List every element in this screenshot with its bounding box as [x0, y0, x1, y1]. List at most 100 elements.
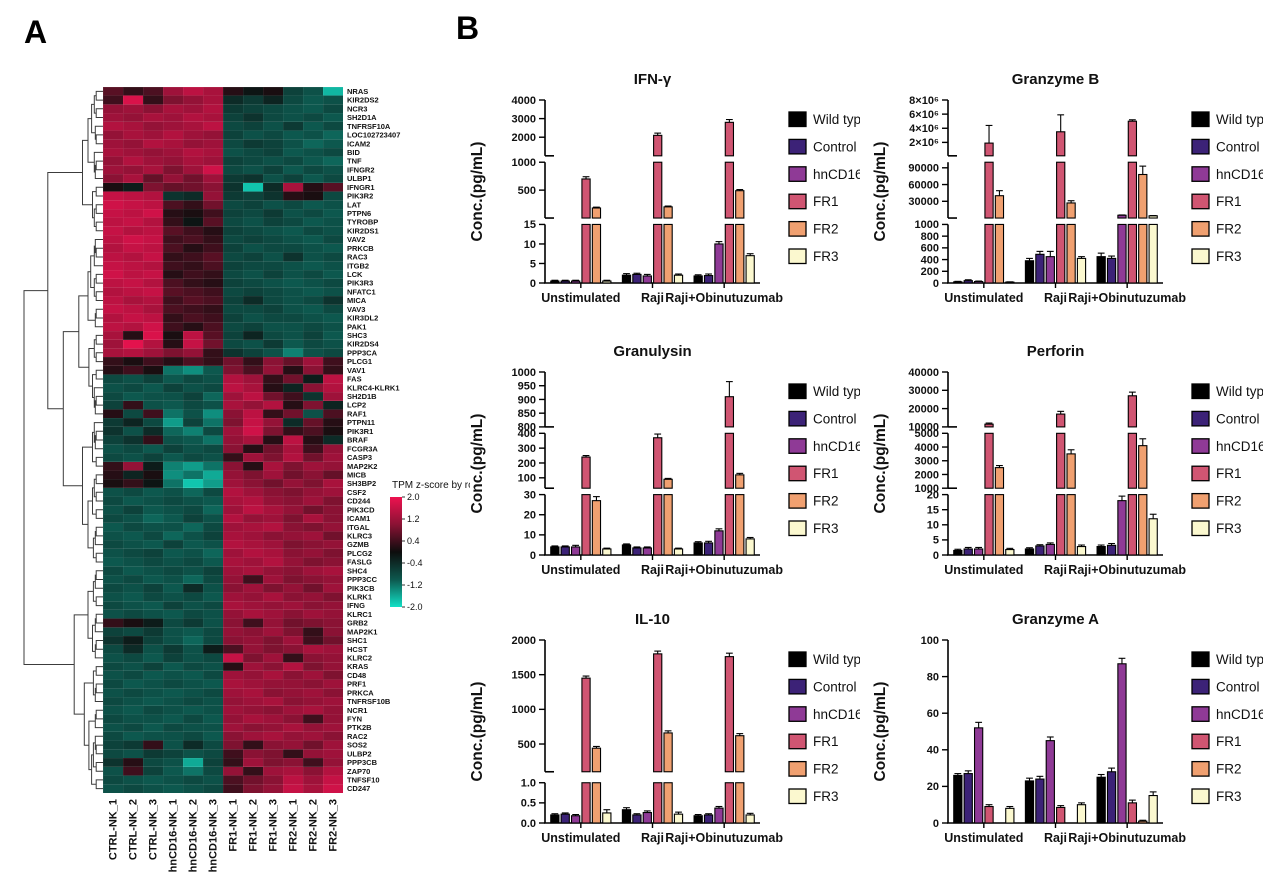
y-tick-label: 2000 [512, 635, 536, 647]
heatmap-cell [162, 226, 184, 236]
category-label: Raji+Obinutuzumab [1068, 291, 1186, 305]
heatmap-cell [202, 104, 224, 114]
heatmap-cell [222, 775, 244, 785]
heatmap-cell [302, 348, 324, 358]
heatmap-cell [122, 653, 144, 663]
gene-label: PTPN11 [347, 418, 375, 427]
gene-label: SH2D1A [347, 113, 377, 122]
heatmap-cell [102, 775, 124, 785]
heatmap-cell [222, 217, 244, 227]
heatmap-cell [242, 95, 264, 105]
heatmap-cell [162, 208, 184, 218]
heatmap-cell [122, 173, 144, 184]
heatmap-cell [262, 208, 284, 218]
heatmap-cell [142, 252, 164, 262]
heatmap-cell [322, 531, 344, 541]
bar-wild-type [693, 542, 703, 556]
bar-fr3 [1005, 549, 1015, 556]
heatmap-cell [102, 191, 124, 201]
heatmap-cell [262, 418, 284, 428]
heatmap-cell [162, 383, 184, 393]
heatmap-cell [162, 670, 184, 680]
heatmap-cell [162, 200, 184, 210]
heatmap-cell [282, 757, 304, 768]
gene-label: VAV3 [347, 305, 365, 314]
heatmap-cell [162, 487, 184, 497]
heatmap-cell [262, 557, 284, 567]
heatmap-cell [182, 557, 204, 567]
heatmap-cell [102, 287, 124, 297]
heatmap-cell [202, 86, 224, 96]
heatmap-cell [302, 182, 324, 192]
heatmap-cell [222, 208, 244, 218]
legend-label: FR2 [813, 494, 839, 509]
heatmap-cell [102, 243, 124, 253]
bar-fr1 [724, 161, 735, 219]
heatmap-cell [162, 609, 184, 619]
gene-label: NCR1 [347, 706, 367, 715]
heatmap-cell [102, 330, 124, 340]
heatmap-cell [182, 679, 204, 689]
sample-label: FR2-NK_2 [308, 799, 320, 852]
heatmap-cell [282, 383, 304, 393]
y-tick-label: 800 [518, 422, 536, 434]
heatmap-cell [162, 400, 184, 410]
category-label: Raji+Obinutuzumab [665, 831, 783, 845]
heatmap-cell [102, 252, 124, 262]
y-tick-label: 10000 [908, 422, 939, 434]
heatmap-cell [242, 330, 264, 340]
heatmap-cell [142, 714, 164, 724]
legend-swatch-control [788, 138, 807, 155]
heatmap-cell [122, 156, 144, 166]
heatmap-cell [322, 104, 344, 114]
heatmap-cell [162, 121, 184, 131]
bar-fr2 [1066, 202, 1076, 219]
heatmap-cell [282, 95, 304, 105]
bar-fr2 [1066, 223, 1076, 284]
heatmap-cell [122, 418, 144, 428]
heatmap-cell [222, 243, 244, 253]
heatmap-cell [222, 609, 244, 619]
heatmap-cell [302, 601, 324, 611]
heatmap-cell [182, 479, 204, 489]
gene-label: PTK2B [347, 723, 372, 732]
heatmap-cell [242, 679, 264, 689]
chart-perforin: PerforinConc.(pg/mL)05101520100020003000… [872, 343, 1263, 577]
heatmap-cell [202, 173, 224, 184]
heatmap-cell [222, 287, 244, 297]
gene-label: PRF1 [347, 680, 366, 689]
gene-label: GRB2 [347, 619, 368, 628]
heatmap-cell [122, 513, 144, 524]
heatmap-cell [122, 112, 144, 123]
heatmap-cell [302, 156, 324, 166]
panel-a-label: A [24, 14, 48, 50]
heatmap-cell [302, 435, 324, 445]
heatmap-cell [302, 705, 324, 715]
heatmap-cell [282, 731, 304, 741]
heatmap-cell [142, 287, 164, 297]
heatmap-cell [142, 627, 164, 637]
bar-fr1 [984, 223, 994, 284]
heatmap-cell [142, 182, 164, 192]
heatmap-cell [202, 740, 224, 750]
heatmap-cell [242, 540, 264, 550]
heatmap-cell [122, 348, 144, 358]
heatmap-cell [302, 487, 324, 497]
bar-fr2 [1138, 494, 1148, 556]
heatmap-cell [242, 531, 264, 541]
y-tick-label: 3000 [915, 456, 939, 468]
heatmap-cell [242, 444, 264, 454]
gene-label: ITGB2 [347, 261, 369, 270]
legend: Wild type Control hnCD16 FR1 FR2 FR3 [1191, 651, 1263, 805]
gene-label: HCST [347, 645, 368, 654]
legend-label: Wild type [813, 652, 860, 667]
heatmap-cell [102, 226, 124, 236]
heatmap-cell [282, 295, 304, 306]
heatmap-cell [282, 635, 304, 646]
heatmap-cell [302, 278, 324, 288]
gene-label: PRKCA [347, 688, 374, 697]
heatmap-cell [262, 670, 284, 680]
category-label: Unstimulated [541, 563, 620, 577]
heatmap-cell [182, 487, 204, 497]
heatmap-cell [282, 705, 304, 715]
